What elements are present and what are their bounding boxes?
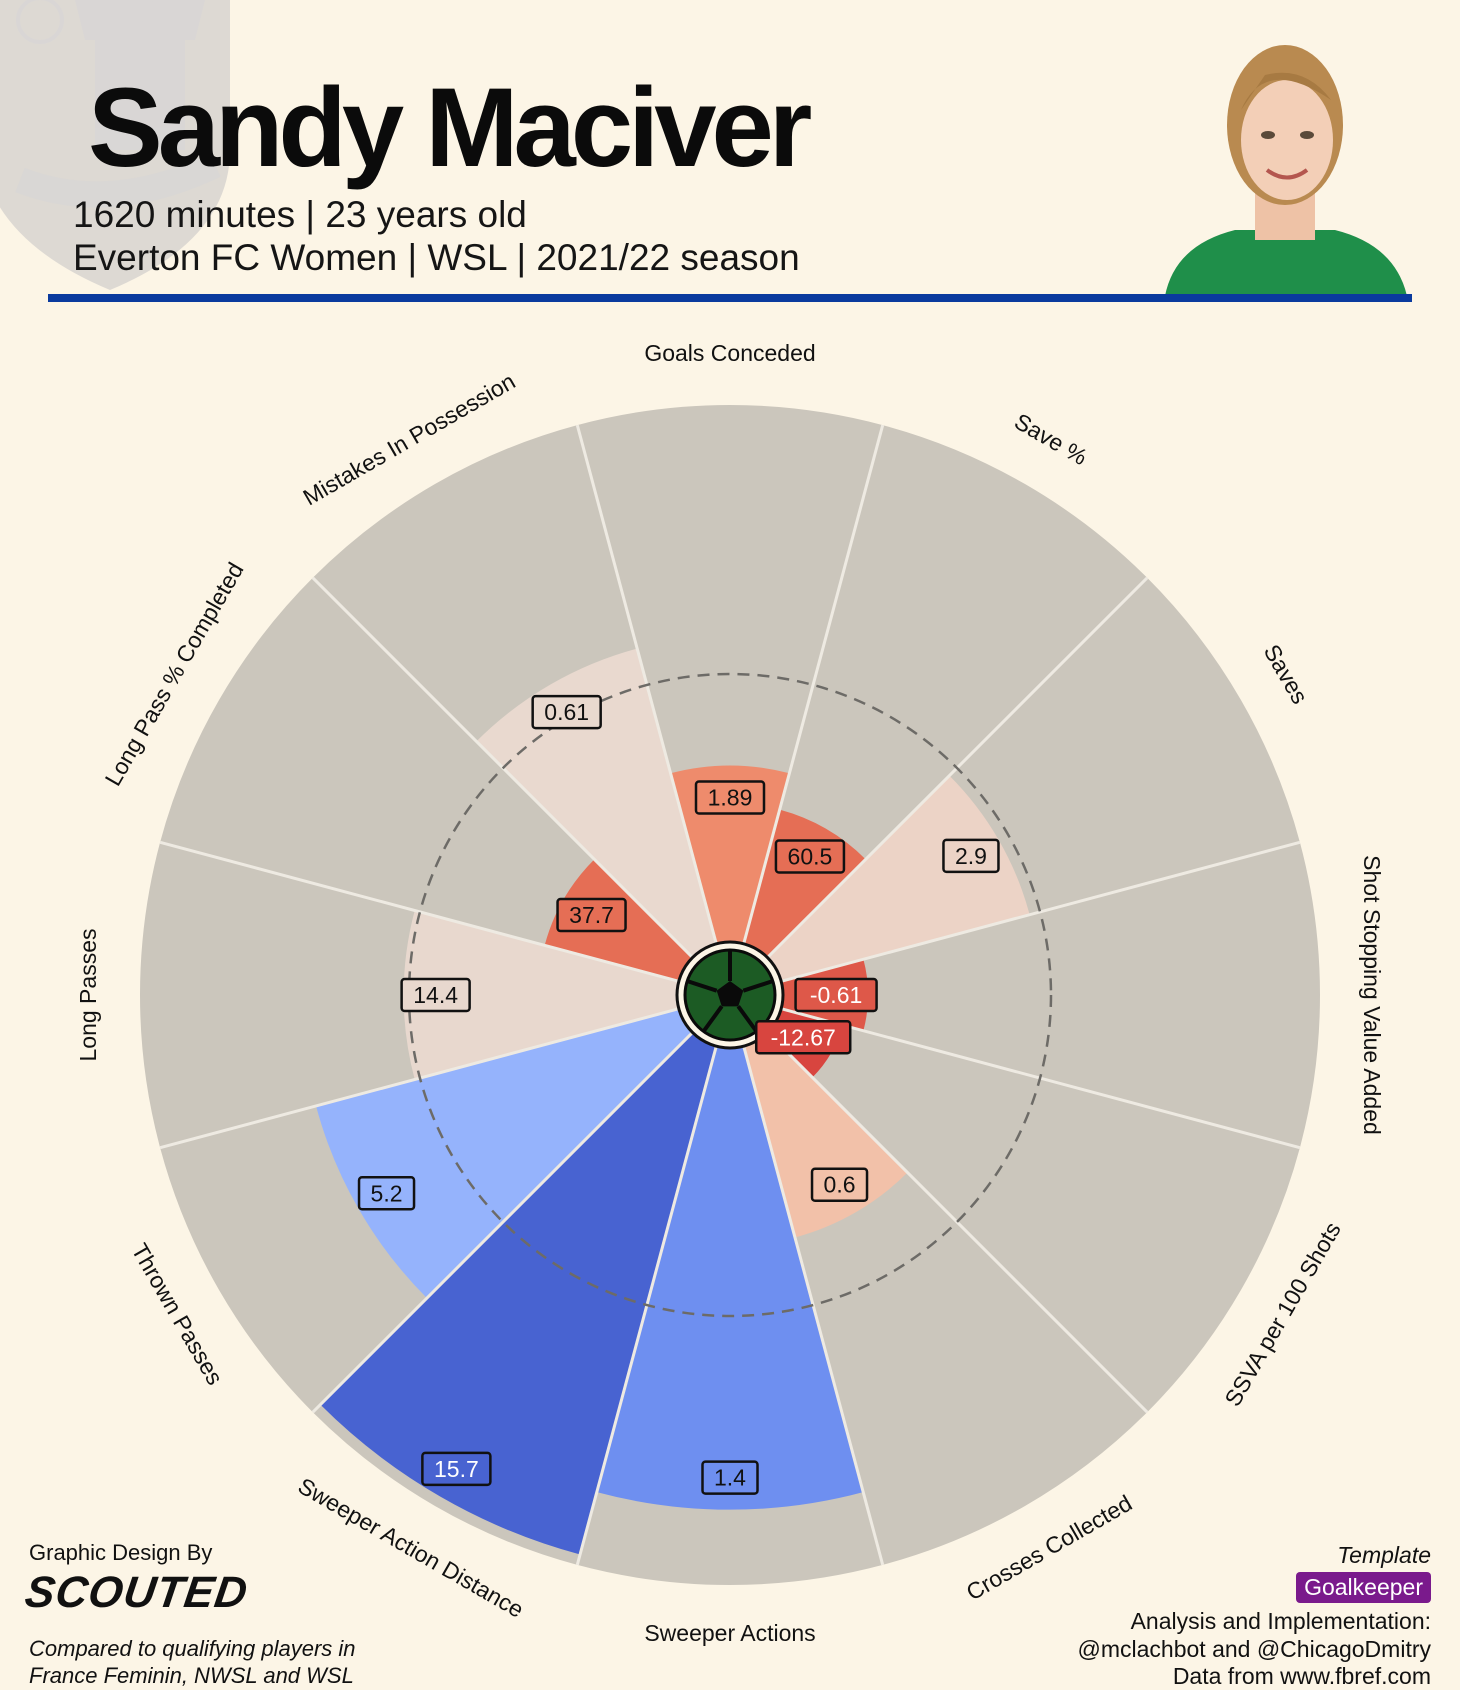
value-label: 0.6 <box>824 1172 856 1198</box>
brand-logo: SCOUTED <box>22 1568 251 1618</box>
comparison-note-line2: France Feminin, NWSL and WSL <box>29 1663 354 1689</box>
value-label: 37.7 <box>569 902 614 928</box>
value-label: 1.89 <box>708 784 753 810</box>
template-badge: Goalkeeper <box>1296 1572 1431 1603</box>
value-label: 5.2 <box>371 1180 403 1206</box>
value-label: -12.67 <box>771 1024 836 1050</box>
value-label: 60.5 <box>788 844 833 870</box>
category-label: Long Passes <box>75 929 101 1062</box>
design-credit-label: Graphic Design By <box>29 1540 212 1566</box>
template-label: Template <box>1337 1542 1431 1569</box>
value-label: 0.61 <box>544 699 589 725</box>
data-source: Data from www.fbref.com <box>1173 1663 1431 1690</box>
category-label: Save % <box>1010 408 1092 470</box>
category-label: Shot Stopping Value Added <box>1359 855 1385 1135</box>
category-label: Sweeper Actions <box>644 1620 815 1646</box>
value-label: 2.9 <box>955 843 987 869</box>
value-label: 15.7 <box>434 1456 479 1482</box>
value-label: 1.4 <box>714 1465 746 1491</box>
analysis-credit-line1: Analysis and Implementation: <box>1131 1608 1431 1635</box>
comparison-note-line1: Compared to qualifying players in <box>29 1636 356 1662</box>
category-label: Saves <box>1259 640 1313 708</box>
value-label: -0.61 <box>810 982 862 1008</box>
analysis-credit-line2: @mclachbot and @ChicagoDmitry <box>1078 1636 1432 1663</box>
value-label: 14.4 <box>413 982 458 1008</box>
category-label: Goals Conceded <box>644 340 815 366</box>
